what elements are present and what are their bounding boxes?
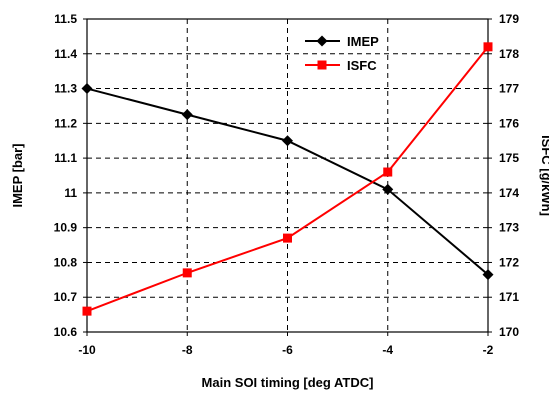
y-axis-title-right: ISFC [g/kWh] [539,135,549,216]
x-tick-label: -4 [382,343,393,357]
y2-tick-label: 177 [499,82,519,96]
x-axis-title: Main SOI timing [deg ATDC] [202,375,374,390]
y2-tick-label: 174 [499,186,519,200]
y2-tick-label: 175 [499,151,519,165]
y2-tick-label: 171 [499,290,519,304]
y-tick-label: 10.9 [54,221,78,235]
legend-marker-isfc [317,60,327,70]
y2-tick-label: 170 [499,325,519,339]
y-tick-label: 11.2 [54,116,77,130]
y-tick-label: 10.7 [54,290,78,304]
series-imep [81,83,494,281]
x-tick-label: -2 [483,343,494,357]
data-point-imep [482,269,494,281]
gridlines [86,18,489,333]
x-tick-label: -10 [78,343,96,357]
y2-tick-label: 172 [499,255,519,269]
data-point-imep [181,109,193,121]
y-tick-label: 10.8 [54,255,78,269]
data-point-imep [282,135,293,147]
legend-marker-imep [316,35,328,47]
legend: IMEP ISFC [305,34,379,73]
y-tick-label: 11 [64,186,77,200]
series-layer [81,42,494,316]
series-isfc [82,42,493,316]
y-tick-label: 11.5 [54,12,77,26]
y-tick-label: 11.1 [54,151,77,165]
y2-tick-label: 178 [499,47,519,61]
data-point-imep [81,83,93,95]
y-axis-title-left: IMEP [bar] [10,143,25,207]
data-point-isfc [483,42,493,52]
data-point-isfc [383,167,393,177]
data-point-isfc [182,268,192,278]
y2-tick-label: 176 [499,116,519,130]
y2-tick-label: 173 [499,221,519,235]
x-tick-label: -6 [282,343,293,357]
legend-label-isfc: ISFC [347,58,377,73]
y-tick-label: 11.4 [54,47,77,61]
data-point-imep [382,183,394,195]
tick-labels: 11.5 11.4 11.3 11.2 11.1 11 10.9 10.8 10.7 10.6 17… [54,12,520,357]
data-point-isfc [82,306,92,316]
y2-tick-label: 179 [499,12,519,26]
data-point-isfc [283,233,292,243]
y-tick-label: 10.6 [54,325,78,339]
y-tick-label: 11.3 [54,82,77,96]
legend-label-imep: IMEP [347,34,379,49]
x-tick-label: -8 [182,343,193,357]
